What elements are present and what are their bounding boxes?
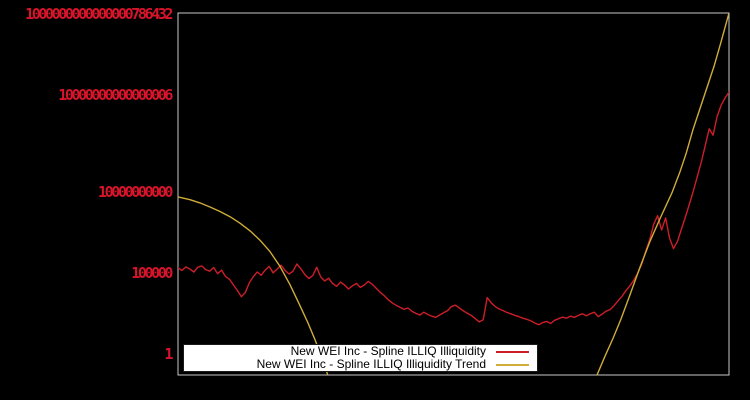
y-tick-label: 100000 <box>131 264 173 283</box>
legend-entry: New WEI Inc - Spline ILLIQ Illiquidity T… <box>184 358 531 371</box>
legend-entry: New WEI Inc - Spline ILLIQ Illiquidity <box>184 345 531 358</box>
legend-entry-label: New WEI Inc - Spline ILLIQ Illiquidity <box>290 344 486 358</box>
legend-line-sample-trend <box>496 363 529 366</box>
illiquidity-series-line <box>178 91 729 326</box>
y-tick-label: 10000000000 <box>98 183 173 202</box>
y-tick-label: 1000000000000000786432 <box>25 5 173 23</box>
legend-entry-label: New WEI Inc - Spline ILLIQ Illiquidity T… <box>256 357 486 371</box>
y-tick-label: 1 <box>164 345 173 363</box>
y-tick-label: 10000000000000006 <box>58 85 173 104</box>
trend-series-line <box>178 13 729 375</box>
legend-box: New WEI Inc - Spline ILLIQ Illiquidity N… <box>183 344 538 372</box>
plot-border <box>177 12 730 376</box>
legend-line-sample-illiquidity <box>496 350 529 353</box>
